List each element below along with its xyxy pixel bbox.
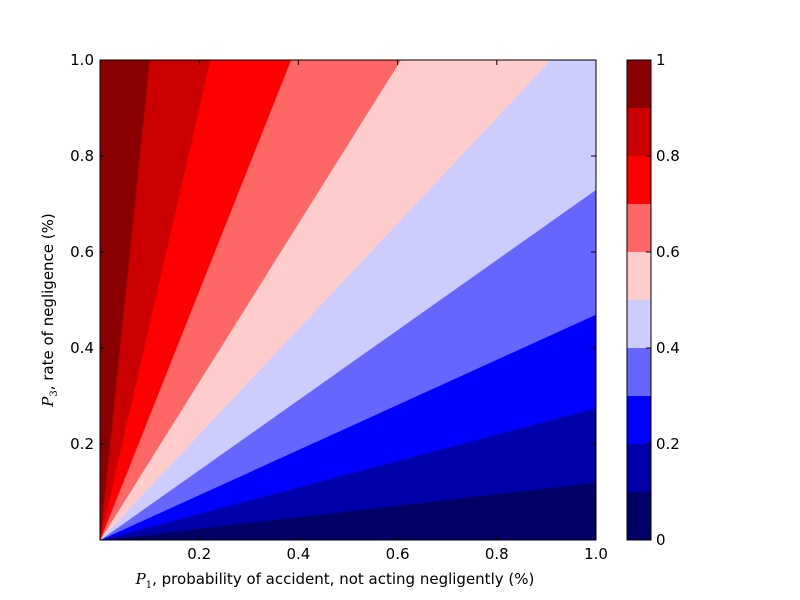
y-tick-label: 0.4	[70, 339, 94, 357]
y-tick-label: 0.6	[70, 243, 94, 261]
colorbar-swatch-4	[627, 300, 651, 348]
plot-ticks: 0.2 0.4 0.6 0.8 1.0 0.2 0.4 0.6 0.8 1.0	[70, 51, 608, 563]
y-axis-subscript: 3	[49, 390, 60, 396]
colorbar-swatch-9	[627, 60, 651, 108]
x-axis-subscript: 1	[146, 580, 152, 591]
x-axis-label: P1, probability of accident, not acting …	[135, 570, 535, 591]
y-tick-label: 0.8	[70, 147, 94, 165]
colorbar-tick-label: 1	[656, 51, 666, 69]
colorbar-tick-label: 0.4	[656, 339, 680, 357]
y-tick-label: 1.0	[70, 51, 94, 69]
colorbar-swatch-8	[627, 108, 651, 156]
x-axis-text: , probability of accident, not acting ne…	[152, 570, 534, 588]
colorbar-swatch-3	[627, 348, 651, 396]
x-tick-label: 0.2	[187, 545, 211, 563]
colorbar-swatch-1	[627, 444, 651, 492]
contour-bands	[99, 59, 597, 541]
x-tick-label: 0.6	[386, 545, 410, 563]
colorbar-swatch-7	[627, 156, 651, 204]
y-axis-text: , rate of negligence (%)	[39, 213, 57, 390]
colorbar-swatch-0	[627, 492, 651, 540]
colorbar-tick-label: 0.2	[656, 435, 680, 453]
y-axis-symbol: P	[39, 396, 57, 408]
colorbar-swatch-6	[627, 204, 651, 252]
y-tick-label: 0.2	[70, 435, 94, 453]
colorbar-tick-label: 0.6	[656, 243, 680, 261]
x-tick-label: 1.0	[584, 545, 608, 563]
x-tick-label: 0.4	[286, 545, 310, 563]
colorbar-frame	[626, 59, 652, 541]
colorbar: 0 0.2 0.4 0.6 0.8 1	[626, 51, 680, 549]
colorbar-swatch-5	[627, 252, 651, 300]
y-axis-label: P3, rate of negligence (%)	[39, 213, 60, 408]
x-axis-symbol: P	[135, 570, 147, 588]
plot-frame	[99, 59, 597, 541]
colorbar-tick-label: 0	[656, 531, 666, 549]
colorbar-tick-label: 0.8	[656, 147, 680, 165]
colorbar-swatch-2	[627, 396, 651, 444]
x-tick-label: 0.8	[485, 545, 509, 563]
